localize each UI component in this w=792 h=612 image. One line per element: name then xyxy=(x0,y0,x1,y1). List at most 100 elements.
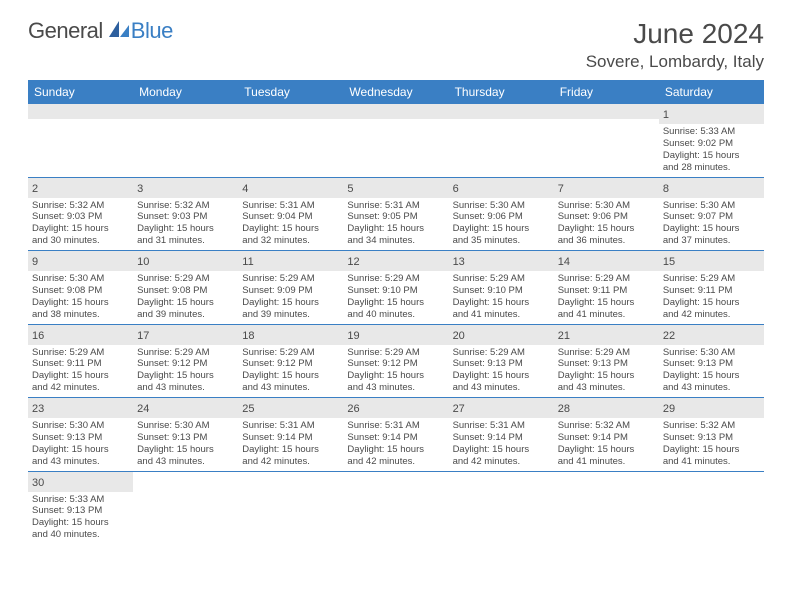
week-row: 2Sunrise: 5:32 AMSunset: 9:03 PMDaylight… xyxy=(28,178,764,252)
day-number-band: 25 xyxy=(238,398,343,418)
day-info-line: Daylight: 15 hours xyxy=(453,370,550,382)
day-number-band: 14 xyxy=(554,251,659,271)
day-cell: 28Sunrise: 5:32 AMSunset: 9:14 PMDayligh… xyxy=(554,398,659,471)
day-number-band: 18 xyxy=(238,325,343,345)
day-info-line: and 43 minutes. xyxy=(242,382,339,394)
header: General Blue June 2024 Sovere, Lombardy,… xyxy=(0,0,792,80)
day-info-line: Sunset: 9:10 PM xyxy=(453,285,550,297)
day-info-line: Daylight: 15 hours xyxy=(663,223,760,235)
day-number: 1 xyxy=(663,109,669,121)
day-info-line: and 41 minutes. xyxy=(558,309,655,321)
day-number: 19 xyxy=(347,330,359,342)
day-info-line: Sunrise: 5:30 AM xyxy=(32,273,129,285)
day-number-band: 1 xyxy=(659,104,764,124)
day-info-line: Sunrise: 5:31 AM xyxy=(347,200,444,212)
logo-text-1: General xyxy=(28,18,103,44)
day-number: 13 xyxy=(453,256,465,268)
day-info-line: and 34 minutes. xyxy=(347,235,444,247)
day-info-line: Sunrise: 5:31 AM xyxy=(242,420,339,432)
day-info-line: Daylight: 15 hours xyxy=(558,370,655,382)
day-info-line: Sunset: 9:13 PM xyxy=(558,358,655,370)
day-info-line: Sunset: 9:13 PM xyxy=(663,358,760,370)
day-number: 5 xyxy=(347,183,353,195)
day-info-line: and 42 minutes. xyxy=(453,456,550,468)
day-info-line: Sunset: 9:12 PM xyxy=(242,358,339,370)
week-row: 23Sunrise: 5:30 AMSunset: 9:13 PMDayligh… xyxy=(28,398,764,472)
day-info-line: Sunset: 9:11 PM xyxy=(32,358,129,370)
day-cell: 4Sunrise: 5:31 AMSunset: 9:04 PMDaylight… xyxy=(238,178,343,251)
day-info-line: and 42 minutes. xyxy=(32,382,129,394)
day-cell-empty xyxy=(554,104,659,177)
day-info-line: Sunrise: 5:32 AM xyxy=(32,200,129,212)
day-info-line: Daylight: 15 hours xyxy=(32,370,129,382)
weekday-header: Friday xyxy=(554,80,659,104)
day-cell: 22Sunrise: 5:30 AMSunset: 9:13 PMDayligh… xyxy=(659,325,764,398)
day-number: 23 xyxy=(32,403,44,415)
day-number-band: 4 xyxy=(238,178,343,198)
day-info-line: and 43 minutes. xyxy=(137,382,234,394)
day-info-line: Sunset: 9:13 PM xyxy=(32,432,129,444)
day-number: 10 xyxy=(137,256,149,268)
day-info-line: Sunrise: 5:33 AM xyxy=(32,494,129,506)
day-number-band: 5 xyxy=(343,178,448,198)
day-info-line: Sunrise: 5:29 AM xyxy=(663,273,760,285)
day-number: 18 xyxy=(242,330,254,342)
day-info-line: Sunset: 9:13 PM xyxy=(453,358,550,370)
day-info-line: Daylight: 15 hours xyxy=(347,444,444,456)
day-info-line: Sunset: 9:08 PM xyxy=(32,285,129,297)
logo: General Blue xyxy=(28,18,173,44)
day-number: 22 xyxy=(663,330,675,342)
day-info-line: and 42 minutes. xyxy=(242,456,339,468)
day-info-line: and 35 minutes. xyxy=(453,235,550,247)
day-number: 21 xyxy=(558,330,570,342)
day-cell: 17Sunrise: 5:29 AMSunset: 9:12 PMDayligh… xyxy=(133,325,238,398)
day-info-line: Sunrise: 5:32 AM xyxy=(663,420,760,432)
day-info-line: and 41 minutes. xyxy=(663,456,760,468)
day-cell: 13Sunrise: 5:29 AMSunset: 9:10 PMDayligh… xyxy=(449,251,554,324)
day-number-band: 12 xyxy=(343,251,448,271)
day-number-band: 7 xyxy=(554,178,659,198)
day-number: 2 xyxy=(32,183,38,195)
day-cell-empty xyxy=(449,104,554,177)
day-info-line: Sunrise: 5:32 AM xyxy=(137,200,234,212)
day-info-line: and 30 minutes. xyxy=(32,235,129,247)
day-info-line: Sunset: 9:09 PM xyxy=(242,285,339,297)
weekday-header-row: Sunday Monday Tuesday Wednesday Thursday… xyxy=(28,80,764,104)
day-cell-empty xyxy=(238,104,343,177)
day-number: 25 xyxy=(242,403,254,415)
day-info-line: and 32 minutes. xyxy=(242,235,339,247)
day-number: 27 xyxy=(453,403,465,415)
day-cell-empty xyxy=(343,472,448,545)
day-cell: 29Sunrise: 5:32 AMSunset: 9:13 PMDayligh… xyxy=(659,398,764,471)
day-number-band: 21 xyxy=(554,325,659,345)
day-info-line: Daylight: 15 hours xyxy=(558,444,655,456)
day-info-line: Sunset: 9:14 PM xyxy=(347,432,444,444)
day-info-line: Daylight: 15 hours xyxy=(347,297,444,309)
day-number-band: 17 xyxy=(133,325,238,345)
day-cell-empty xyxy=(28,104,133,177)
day-cell: 9Sunrise: 5:30 AMSunset: 9:08 PMDaylight… xyxy=(28,251,133,324)
day-info-line: Sunset: 9:11 PM xyxy=(558,285,655,297)
day-info-line: and 38 minutes. xyxy=(32,309,129,321)
day-info-line: and 43 minutes. xyxy=(558,382,655,394)
day-info-line: and 36 minutes. xyxy=(558,235,655,247)
day-info-line: Sunrise: 5:30 AM xyxy=(453,200,550,212)
day-info-line: Sunset: 9:02 PM xyxy=(663,138,760,150)
day-number-band: 6 xyxy=(449,178,554,198)
weekday-header: Wednesday xyxy=(343,80,448,104)
day-info-line: Sunrise: 5:29 AM xyxy=(242,347,339,359)
day-info-line: Sunrise: 5:29 AM xyxy=(137,273,234,285)
day-cell: 11Sunrise: 5:29 AMSunset: 9:09 PMDayligh… xyxy=(238,251,343,324)
day-info-line: Sunset: 9:05 PM xyxy=(347,211,444,223)
day-cell: 19Sunrise: 5:29 AMSunset: 9:12 PMDayligh… xyxy=(343,325,448,398)
day-number: 29 xyxy=(663,403,675,415)
day-cell-empty xyxy=(659,472,764,545)
day-number: 9 xyxy=(32,256,38,268)
day-number: 30 xyxy=(32,477,44,489)
day-info-line: Daylight: 15 hours xyxy=(347,223,444,235)
day-cell-empty xyxy=(133,472,238,545)
day-info-line: Sunset: 9:11 PM xyxy=(663,285,760,297)
day-info-line: Daylight: 15 hours xyxy=(137,297,234,309)
day-number-band: 11 xyxy=(238,251,343,271)
day-number: 16 xyxy=(32,330,44,342)
